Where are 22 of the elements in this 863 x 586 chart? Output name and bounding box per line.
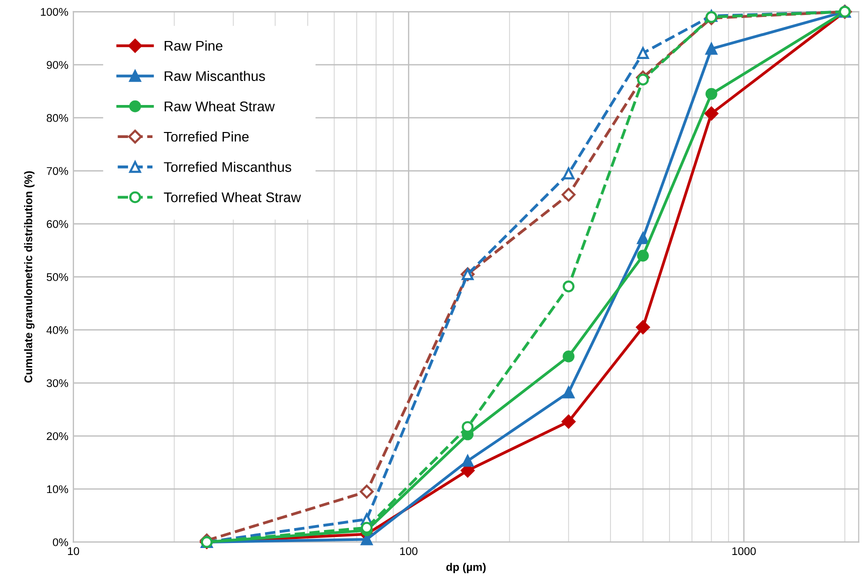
x-tick-label: 100: [400, 547, 418, 556]
y-tick-label: 40%: [46, 326, 68, 334]
x-tick-label: 10: [68, 547, 80, 556]
legend-label: Raw Wheat Straw: [164, 101, 275, 112]
legend-label: Raw Pine: [164, 40, 222, 51]
x-tick-label: 1000: [732, 547, 756, 556]
legend-label: Torrefied Wheat Straw: [164, 192, 302, 202]
y-axis-title: Cumulate granulometric distribution (%): [24, 171, 35, 383]
y-tick-label: 10%: [47, 485, 68, 494]
legend-label: Torrefied Pine: [164, 131, 249, 142]
y-tick-label: 60%: [46, 220, 68, 228]
y-tick-label: 80%: [46, 114, 68, 122]
y-tick-label: 20%: [46, 432, 68, 440]
legend-label: Raw Miscanthus: [164, 70, 265, 82]
y-tick-label: 90%: [46, 61, 68, 69]
x-axis-title: dp (µm): [446, 562, 486, 574]
legend-label: Torrefied Miscanthus: [164, 162, 292, 172]
y-tick-label: 50%: [46, 273, 68, 282]
y-tick-label: 0%: [52, 538, 68, 546]
y-tick-label: 30%: [46, 379, 68, 388]
y-tick-label: 100%: [40, 8, 68, 16]
y-tick-label: 70%: [46, 167, 68, 175]
